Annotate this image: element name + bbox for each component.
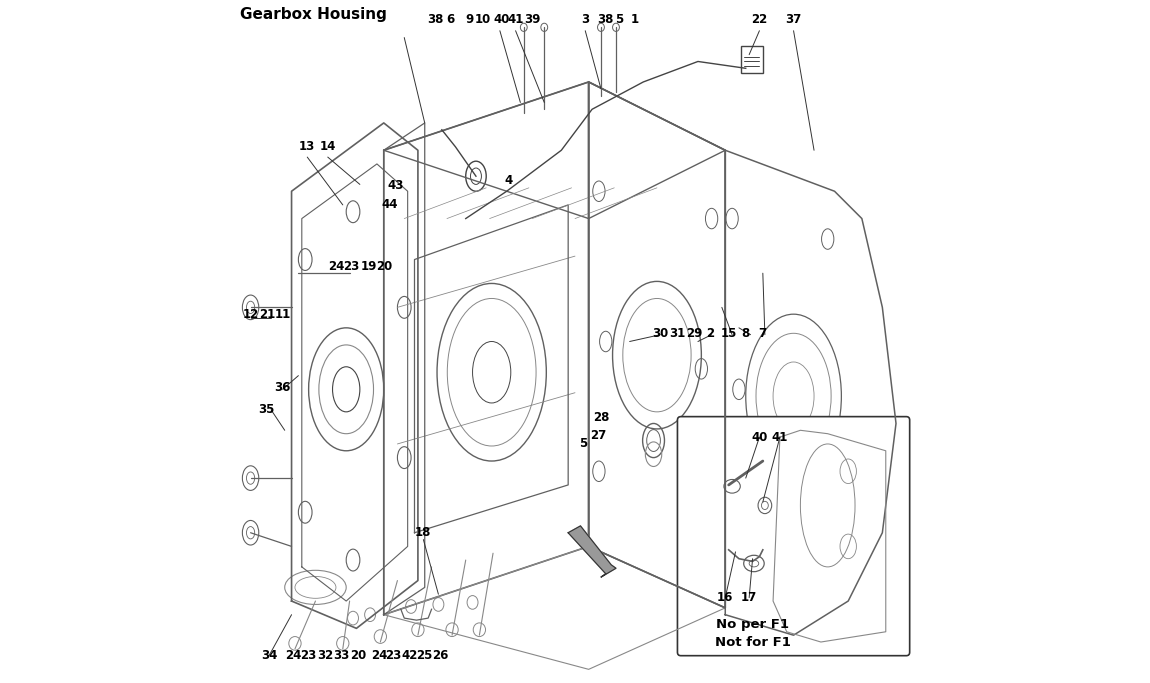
Text: 23: 23	[385, 649, 401, 663]
Text: 23: 23	[343, 260, 359, 273]
Text: 5: 5	[580, 437, 588, 451]
Text: 41: 41	[507, 12, 523, 26]
Text: 18: 18	[415, 526, 431, 540]
Text: 15: 15	[721, 326, 737, 340]
Text: 26: 26	[432, 649, 448, 663]
Text: 11: 11	[275, 307, 291, 321]
Text: 24: 24	[370, 649, 388, 663]
Text: 43: 43	[388, 179, 404, 193]
Text: 38: 38	[427, 12, 443, 26]
Text: 10: 10	[475, 12, 491, 26]
Text: 20: 20	[376, 260, 392, 273]
Text: 34: 34	[261, 649, 277, 663]
Text: 7: 7	[758, 326, 766, 340]
Text: 14: 14	[320, 139, 336, 153]
Text: 1: 1	[631, 12, 639, 26]
Text: 21: 21	[260, 307, 276, 321]
Text: 40: 40	[493, 12, 509, 26]
Text: 24: 24	[285, 649, 301, 663]
Text: 31: 31	[669, 326, 685, 340]
Text: 25: 25	[416, 649, 432, 663]
Text: 28: 28	[592, 411, 610, 425]
Text: 30: 30	[652, 326, 668, 340]
Text: 35: 35	[258, 403, 275, 417]
FancyBboxPatch shape	[677, 417, 910, 656]
Text: 42: 42	[401, 649, 417, 663]
Text: 41: 41	[772, 430, 788, 444]
Text: Gearbox Housing: Gearbox Housing	[240, 7, 388, 22]
Text: 20: 20	[350, 649, 366, 663]
Text: 32: 32	[317, 649, 334, 663]
Text: No per F1: No per F1	[716, 618, 789, 632]
Text: 36: 36	[275, 380, 291, 394]
Polygon shape	[568, 526, 616, 577]
Text: 3: 3	[581, 12, 589, 26]
Text: 37: 37	[785, 12, 802, 26]
Text: 12: 12	[243, 307, 259, 321]
Text: 22: 22	[751, 12, 767, 26]
Text: 24: 24	[328, 260, 344, 273]
FancyBboxPatch shape	[741, 46, 762, 73]
Text: 29: 29	[685, 326, 702, 340]
Text: 4: 4	[505, 174, 513, 188]
Text: 2: 2	[706, 326, 714, 340]
Text: 8: 8	[742, 326, 750, 340]
Text: 38: 38	[598, 12, 614, 26]
Text: Not for F1: Not for F1	[714, 635, 790, 649]
Text: 5: 5	[615, 12, 623, 26]
Text: 27: 27	[590, 429, 606, 443]
Text: 23: 23	[300, 649, 316, 663]
Text: 13: 13	[299, 139, 315, 153]
Text: 19: 19	[361, 260, 377, 273]
Text: 39: 39	[523, 12, 540, 26]
Text: 6: 6	[446, 12, 454, 26]
Text: 33: 33	[334, 649, 350, 663]
Text: 17: 17	[741, 591, 758, 604]
Text: 40: 40	[751, 430, 767, 444]
Text: 44: 44	[381, 198, 398, 212]
Text: 9: 9	[465, 12, 474, 26]
Text: 16: 16	[718, 591, 734, 604]
